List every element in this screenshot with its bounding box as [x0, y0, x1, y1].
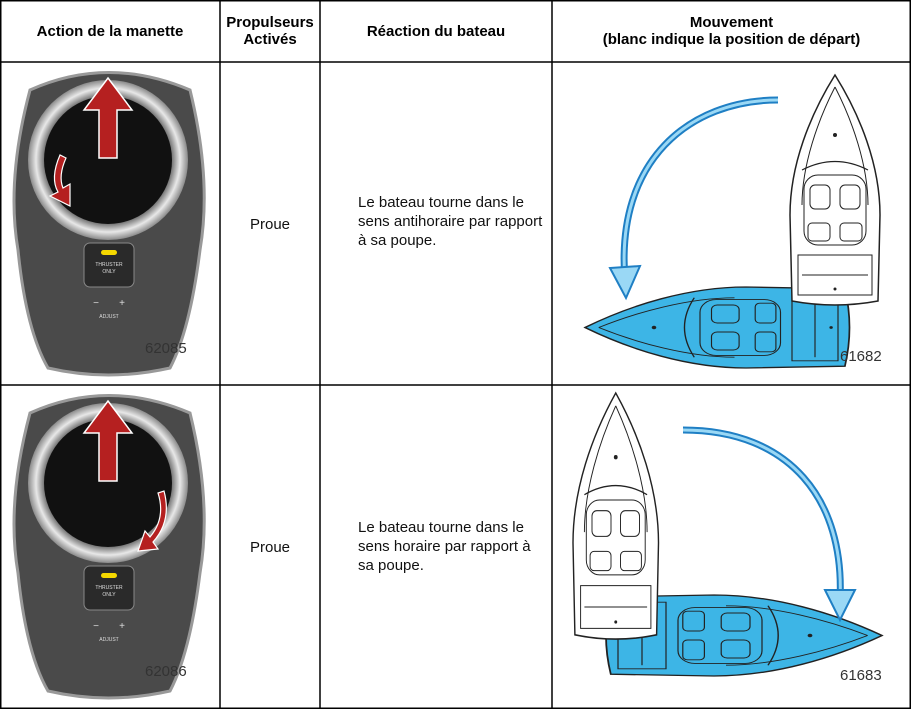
figure-number: 61682 [840, 348, 882, 365]
header-cell: Propulseurs Activés [220, 0, 320, 62]
reaction: Le bateau tourne dans le sens antihorair… [358, 194, 543, 249]
arrow [137, 490, 167, 552]
figure-number: 62085 [145, 340, 187, 357]
control-label: ONLY [102, 592, 116, 598]
joystick-screen [44, 96, 172, 224]
control-label: − [93, 298, 99, 309]
movement-illustration [584, 74, 881, 369]
header-text: Réaction du bateau [366, 22, 506, 40]
button [83, 242, 135, 288]
movement-illustration [572, 392, 883, 677]
thrusters: Proue [249, 539, 291, 556]
header-text: Activés [243, 31, 297, 48]
control-label: THRUSTER [95, 262, 123, 268]
control-label: ONLY [102, 269, 116, 275]
button-light [101, 250, 117, 255]
button-light [101, 573, 117, 578]
header-text: (blanc indique la position de départ) [602, 31, 861, 48]
header-text: Propulseurs [226, 14, 314, 31]
control-label: THRUSTER [95, 585, 123, 591]
arrow [48, 154, 71, 207]
header-cell: Action de la manette [0, 0, 220, 62]
control-label: ADJUST [99, 314, 118, 320]
control-label: + [119, 621, 125, 632]
reaction: Le bateau tourne dans le sens horaire pa… [358, 519, 531, 574]
figure-number: 62086 [145, 663, 187, 680]
button [83, 565, 135, 611]
control-label: + [119, 298, 125, 309]
thrusters: Proue [249, 216, 291, 233]
header-cell: Réaction du bateau [320, 0, 552, 62]
arrow [82, 76, 134, 159]
arrow [82, 399, 134, 482]
joystick-screen [44, 419, 172, 547]
header-text: Action de la manette [36, 22, 184, 40]
figure-number: 61683 [840, 667, 882, 684]
control-label: ADJUST [99, 637, 118, 643]
control-label: − [93, 621, 99, 632]
header-cell: Mouvement (blanc indique la position de d… [552, 0, 911, 62]
header-text: Mouvement [689, 14, 774, 31]
